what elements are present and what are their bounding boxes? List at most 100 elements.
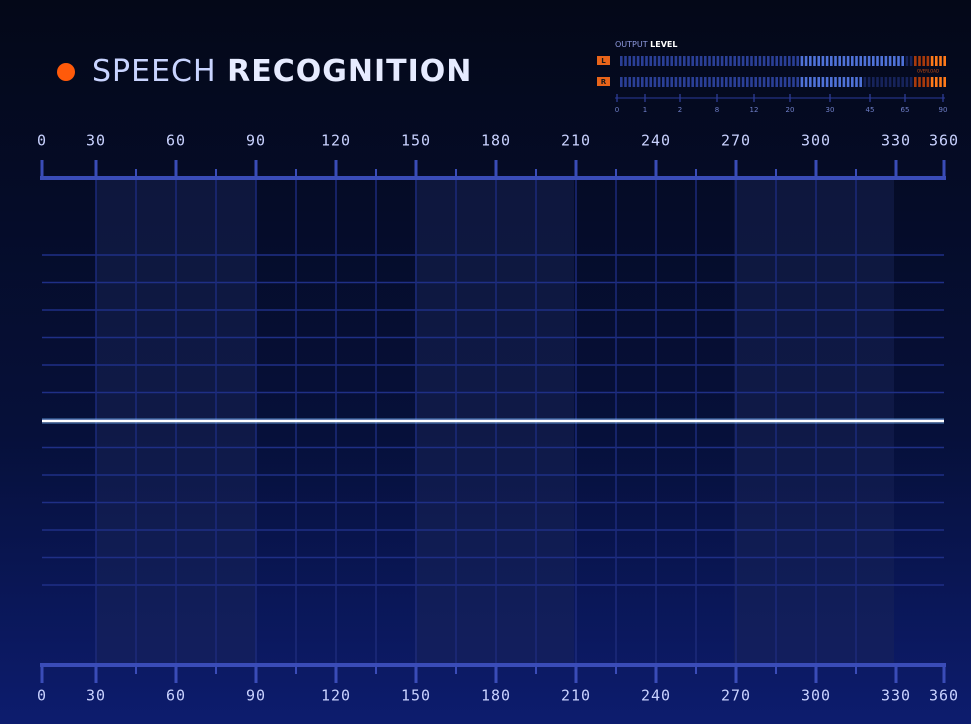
tick-label: 360	[929, 687, 959, 705]
meter-segment	[914, 77, 917, 87]
meter-segment	[788, 77, 791, 87]
meter-segment	[838, 56, 841, 66]
meter-segment	[847, 56, 850, 66]
meter-segment	[717, 56, 720, 66]
meter-segment	[675, 77, 678, 87]
meter-segment	[931, 77, 934, 87]
meter-label-bold: LEVEL	[650, 40, 677, 49]
meter-segment	[931, 56, 934, 66]
meter-segment	[662, 77, 665, 87]
meter-segment	[943, 77, 946, 87]
tick-label: 180	[481, 132, 511, 150]
meter-segment	[679, 56, 682, 66]
meter-segment	[687, 77, 690, 87]
meter-segment	[641, 56, 644, 66]
meter-segment	[809, 56, 812, 66]
meter-segment	[784, 56, 787, 66]
meter-segment	[666, 77, 669, 87]
meter-segment	[633, 77, 636, 87]
meter-segment	[704, 77, 707, 87]
meter-segment	[906, 56, 909, 66]
tick-label: 300	[801, 687, 831, 705]
meter-segment	[746, 56, 749, 66]
tick-label: 30	[86, 687, 106, 705]
tick-label: 60	[166, 132, 186, 150]
meter-segment	[889, 56, 892, 66]
meter-scale-label: 20	[786, 106, 795, 114]
meter-segment	[658, 77, 661, 87]
meter-segment	[843, 77, 846, 87]
meter-segment	[662, 56, 665, 66]
meter-segment	[628, 77, 631, 87]
page: 0306090120150180210240270300330360030609…	[0, 0, 971, 724]
meter-segment	[708, 77, 711, 87]
meter-segment	[864, 56, 867, 66]
meter-segment	[796, 77, 799, 87]
meter-segment	[805, 77, 808, 87]
tick-label: 210	[561, 687, 591, 705]
meter-segment	[834, 77, 837, 87]
meter-segment	[750, 77, 753, 87]
meter-segment	[859, 56, 862, 66]
tick-label: 330	[881, 687, 911, 705]
meter-segment	[830, 56, 833, 66]
meter-segment	[927, 77, 930, 87]
meter-segment	[700, 77, 703, 87]
meter-segment	[729, 56, 732, 66]
meter-segment	[885, 77, 888, 87]
tick-label: 270	[721, 687, 751, 705]
meter-segment	[918, 77, 921, 87]
meter-scale-label: 90	[939, 106, 948, 114]
tick-label: 0	[37, 687, 47, 705]
title-bold: RECOGNITION	[227, 54, 472, 89]
meter-segment	[910, 56, 913, 66]
meter-segment	[708, 56, 711, 66]
meter-segment	[637, 56, 640, 66]
meter-segment	[742, 77, 745, 87]
meter-segment	[712, 56, 715, 66]
meter-segment	[763, 77, 766, 87]
meter-segment	[754, 77, 757, 87]
meter-segment	[771, 77, 774, 87]
meter-segment	[624, 56, 627, 66]
meter-segment	[880, 77, 883, 87]
meter-segment	[717, 77, 720, 87]
meter-segment	[897, 56, 900, 66]
meter-segment	[784, 77, 787, 87]
meter-segment	[738, 77, 741, 87]
meter-segment	[922, 77, 925, 87]
meter-segment	[679, 77, 682, 87]
tick-label: 150	[401, 132, 431, 150]
meter-segment	[922, 56, 925, 66]
meter-segment	[906, 77, 909, 87]
meter-segment	[939, 77, 942, 87]
meter-segment	[910, 77, 913, 87]
meter-segment	[696, 77, 699, 87]
meter-segment	[666, 56, 669, 66]
meter-segment	[641, 77, 644, 87]
meter-segment	[876, 56, 879, 66]
meter-segment	[796, 56, 799, 66]
tick-label: 30	[86, 132, 106, 150]
meter-segment	[775, 77, 778, 87]
meter-segment	[943, 56, 946, 66]
meter-segment	[725, 77, 728, 87]
meter-segment	[843, 56, 846, 66]
meter-segment	[670, 56, 673, 66]
meter-segment	[767, 56, 770, 66]
meter-segment	[880, 56, 883, 66]
meter-segment	[654, 56, 657, 66]
meter-scale-label: 0	[615, 106, 619, 114]
meter-segment	[700, 56, 703, 66]
tick-label: 240	[641, 687, 671, 705]
meter-segment	[658, 56, 661, 66]
meter-segment	[830, 77, 833, 87]
tick-label: 120	[321, 132, 351, 150]
meter-segment	[935, 77, 938, 87]
meter-scale-label: 45	[866, 106, 875, 114]
meter-segment	[893, 56, 896, 66]
meter-segment	[721, 56, 724, 66]
meter-segment	[872, 77, 875, 87]
meter-segment	[813, 77, 816, 87]
meter-segment	[746, 77, 749, 87]
